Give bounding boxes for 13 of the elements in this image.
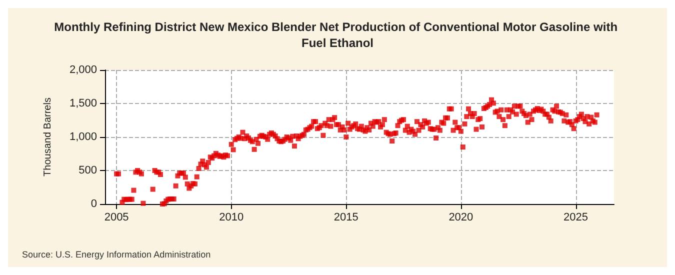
x-tick-label: 2010 bbox=[219, 212, 244, 224]
x-tick-label: 2005 bbox=[104, 212, 129, 224]
x-tick-label: 2025 bbox=[564, 212, 588, 224]
y-axis-title: Thousand Barrels bbox=[42, 98, 54, 176]
x-tick-label: 2015 bbox=[334, 212, 358, 224]
source-note: Source: U.S. Energy Information Administration bbox=[22, 250, 211, 260]
y-tick-label: 2,000 bbox=[69, 64, 97, 76]
y-tick-label: 500 bbox=[78, 164, 97, 176]
y-tick-label: 1,500 bbox=[69, 98, 97, 110]
y-tick-label: 0 bbox=[90, 198, 97, 210]
y-tick-label: 1,000 bbox=[69, 131, 97, 143]
x-tick-label: 2020 bbox=[448, 212, 474, 224]
chart-title: Monthly Refining District New Mexico Blender Net Production of Conventional Motor Gasoline with Fuel Ethanol bbox=[54, 20, 621, 50]
